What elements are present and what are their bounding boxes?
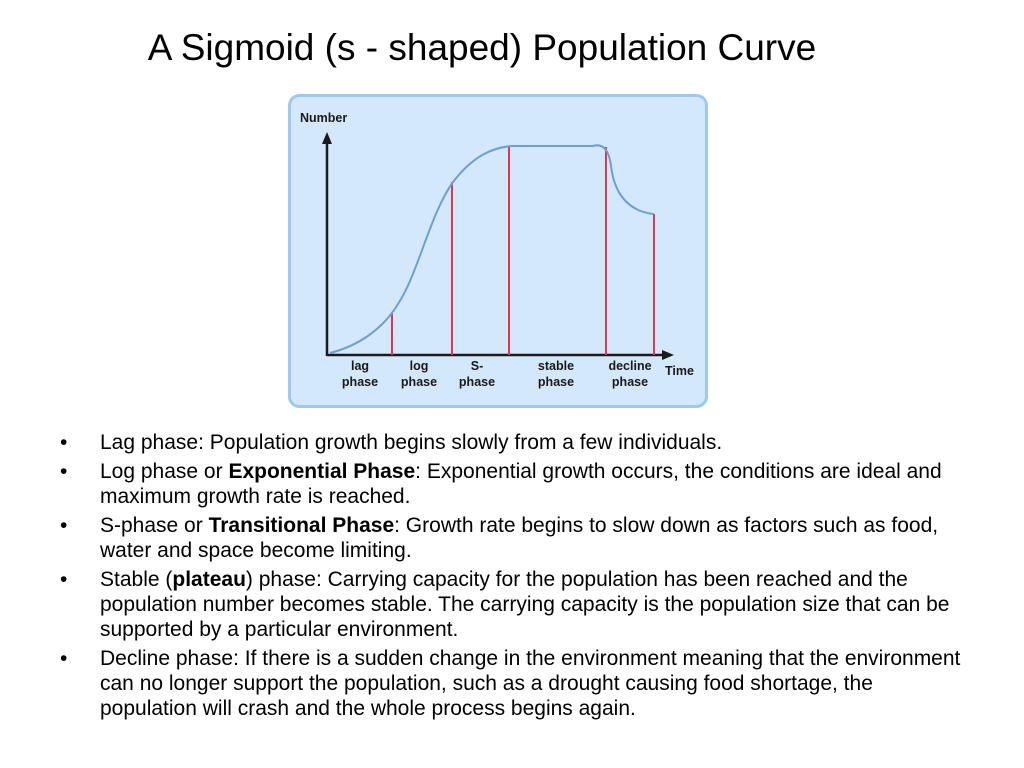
bullet-text: Stable (: [100, 568, 173, 591]
phase-label-stable-line1: stable: [538, 359, 574, 373]
bullet-s-phase: • S-phase or Transitional Phase: Growth r…: [60, 513, 970, 563]
bullet-text: : Growth rate begins to slow down as fac…: [100, 514, 939, 562]
bullet-dot-icon: •: [60, 460, 68, 483]
bullet-text: : Exponential growth occurs, the conditi…: [100, 460, 942, 508]
bullet-text: Decline phase: If there is a sudden chan…: [100, 647, 961, 720]
bullet-dot-icon: •: [60, 514, 68, 537]
bullet-text: ) phase: Carrying capacity for the popul…: [100, 568, 950, 641]
phase-label-stable-line2: phase: [538, 375, 574, 389]
y-axis-label: Number: [300, 111, 347, 125]
bullet-bold-text: plateau: [172, 568, 246, 591]
phase-label-s-line1: S-: [471, 359, 484, 373]
bullet-text: Log phase or: [100, 460, 229, 483]
phase-label-decline-line1: decline: [608, 359, 651, 373]
bullet-dot-icon: •: [60, 431, 68, 454]
phase-label-lag-line1: lag: [351, 359, 369, 373]
diagram-svg: Number Time lag phase log phase S- phase…: [288, 94, 708, 408]
bullet-text: S-phase or: [100, 514, 209, 537]
bullet-bold-text: Exponential Phase: [228, 460, 416, 483]
phase-label-lag-line2: phase: [342, 375, 378, 389]
phase-label-decline-line2: phase: [612, 375, 648, 389]
bullet-stable-phase: • Stable (plateau) phase: Carrying capaci…: [60, 567, 970, 642]
phase-label-log-line1: log: [410, 359, 429, 373]
y-axis-arrow-icon: [322, 132, 332, 144]
bullet-dot-icon: •: [60, 647, 68, 670]
diagram-panel: [288, 94, 708, 408]
bullet-bold-text: Transitional Phase: [208, 514, 395, 537]
bullet-text: Lag phase: Population growth begins slow…: [100, 431, 723, 454]
x-axis-arrow-icon: [662, 350, 674, 360]
bullet-list: • Lag phase: Population growth begins slo…: [60, 430, 970, 725]
phase-label-log-line2: phase: [401, 375, 437, 389]
bullet-dot-icon: •: [60, 568, 68, 591]
x-axis-label: Time: [665, 364, 694, 378]
population-curve-diagram: Number Time lag phase log phase S- phase…: [288, 94, 708, 408]
bullet-log-phase: • Log phase or Exponential Phase: Exponen…: [60, 459, 970, 509]
population-curve: [329, 144, 655, 354]
page-title: A Sigmoid (s - shaped) Population Curve: [147, 27, 817, 68]
phase-label-s-line2: phase: [459, 375, 495, 389]
bullet-decline-phase: • Decline phase: If there is a sudden cha…: [60, 646, 970, 721]
bullet-lag-phase: • Lag phase: Population growth begins slo…: [60, 430, 970, 455]
